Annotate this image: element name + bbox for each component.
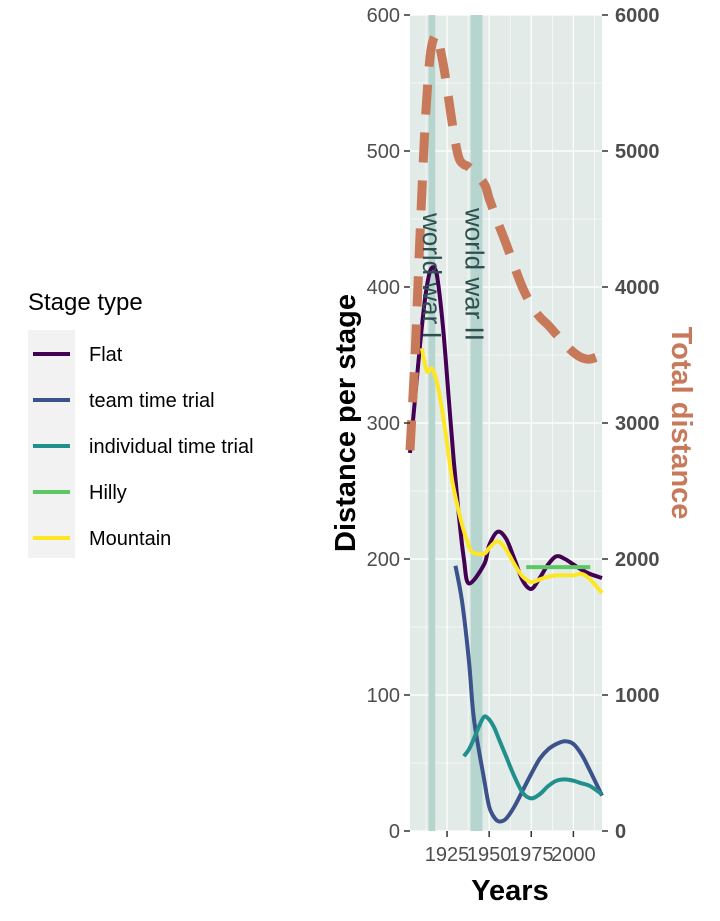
y-tick-label: 600 [367,5,400,27]
legend: Flat team time trial individual time trial… [33,344,254,550]
x-tick-label: 1975 [509,844,554,866]
y-tick-label: 400 [367,277,400,299]
y2-tick-label: 1000 [615,685,660,707]
legend-label: Hilly [89,482,127,504]
y2-axis-title: Total distance [665,327,697,520]
y-axis-right: 0 1000 2000 3000 4000 5000 6000 [602,5,660,843]
legend-label: team time trial [89,390,215,412]
series-line-total-distance [405,30,604,451]
legend-title: Stage type [28,289,143,316]
y2-tick-label: 5000 [615,141,660,163]
y-axis-left: 0 100 200 300 400 500 600 [367,5,410,843]
series-lines [405,30,604,824]
y-tick-label: 0 [389,821,400,843]
grid [410,14,602,832]
y-tick-label: 100 [367,685,400,707]
shaded-period [470,15,483,831]
y2-tick-label: 2000 [615,549,660,571]
shaded-periods [428,15,483,831]
x-tick-label: 1925 [425,844,470,866]
legend-label: Flat [89,344,123,366]
annotation-label: world war I [417,212,447,339]
x-tick-label: 1950 [467,844,512,866]
series-line-individual-time-trial [462,714,604,801]
series-line-mountain [419,347,604,595]
shaded-period [428,15,436,831]
y2-tick-label: 6000 [615,5,660,27]
annotations: world war I world war II [417,207,490,341]
y2-tick-label: 3000 [615,413,660,435]
series-line-flat [408,265,603,591]
annotation-label: world war II [460,207,490,341]
y-tick-label: 200 [367,549,400,571]
y2-tick-label: 4000 [615,277,660,299]
y-axis-title: Distance per stage [330,294,362,552]
series-line-team-time-trial [453,565,604,824]
x-axis-title: Years [471,875,548,907]
y-tick-label: 500 [367,141,400,163]
y-tick-label: 300 [367,413,400,435]
legend-label: Mountain [89,528,171,550]
x-tick-label: 2000 [551,844,596,866]
legend-label: individual time trial [89,436,254,458]
y2-tick-label: 0 [615,821,626,843]
